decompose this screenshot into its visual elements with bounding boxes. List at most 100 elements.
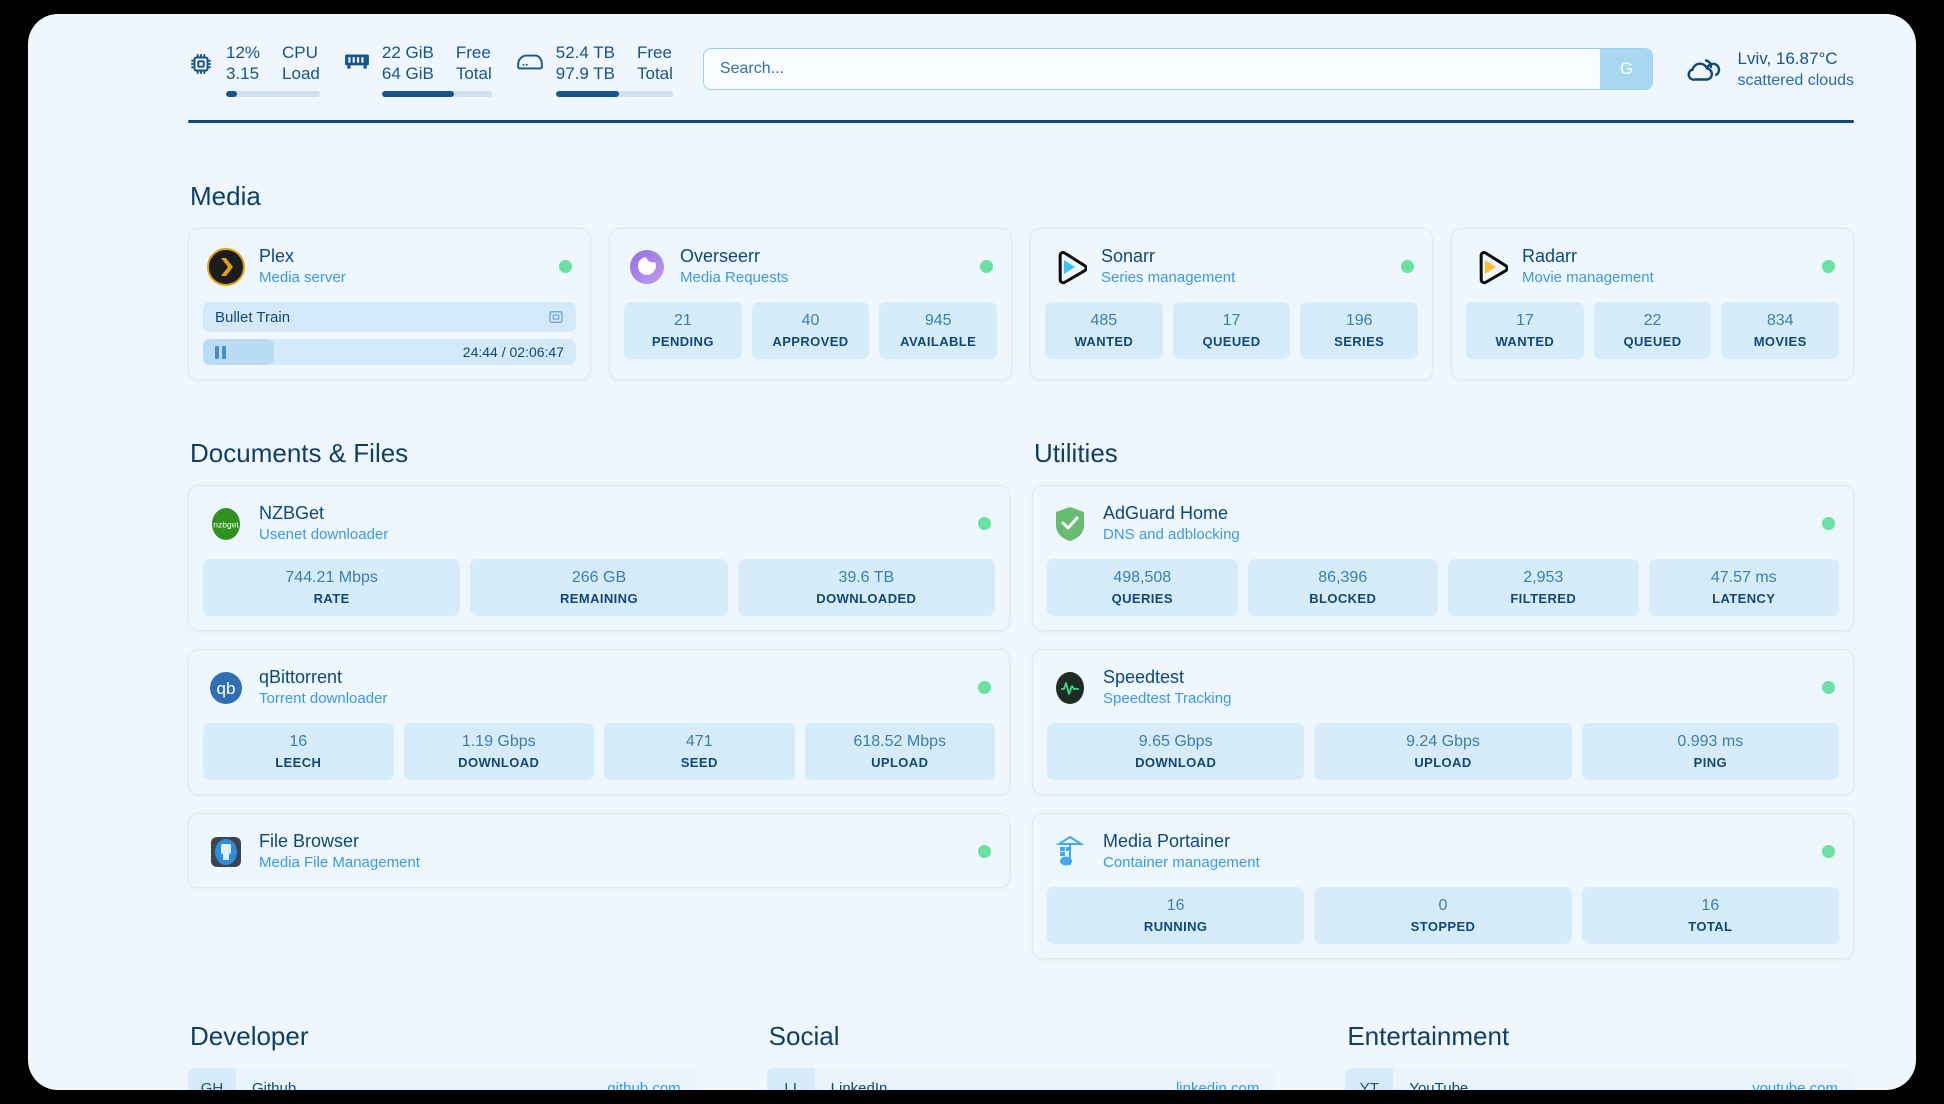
stat-item: 86,396 BLOCKED bbox=[1247, 559, 1438, 616]
service-name: File Browser bbox=[259, 831, 360, 851]
stat-value: 17 bbox=[1222, 312, 1241, 329]
service-card-qbittorrent[interactable]: qb qBittorrent Torrent downloader bbox=[188, 649, 1010, 795]
search-area: G bbox=[702, 48, 1654, 90]
stat-item: 17 WANTED bbox=[1466, 302, 1584, 359]
dashboard-header: 12% 3.15 CPU Load bbox=[28, 14, 1916, 97]
stat-value: 17 bbox=[1515, 312, 1534, 329]
service-name: NZBGet bbox=[259, 503, 325, 523]
qbittorrent-icon: qb bbox=[207, 669, 245, 707]
stat-label: RUNNING bbox=[1143, 919, 1208, 934]
bookmark-item[interactable]: LI LinkedIn linkedin.com bbox=[766, 1068, 1276, 1090]
stat-item: 16 RUNNING bbox=[1047, 887, 1305, 944]
service-card-radarr[interactable]: Radarr Movie management 17 WANTED 22 QUE… bbox=[1451, 228, 1854, 380]
stat-label: LEECH bbox=[275, 755, 322, 770]
bookmark-item[interactable]: GH Github github.com bbox=[188, 1068, 697, 1090]
stat-label: MOVIES bbox=[1753, 334, 1807, 349]
stat-value: 47.57 ms bbox=[1710, 569, 1777, 586]
stat-label: DOWNLOAD bbox=[458, 755, 540, 770]
stat-value: 39.6 TB bbox=[838, 569, 895, 586]
stat-value: 16 bbox=[1701, 897, 1720, 914]
bookmark-url: youtube.com bbox=[1752, 1079, 1838, 1091]
service-subtitle: DNS and adblocking bbox=[1103, 526, 1240, 543]
bookmark-item[interactable]: YT YouTube youtube.com bbox=[1345, 1068, 1854, 1090]
pause-icon[interactable] bbox=[215, 345, 226, 359]
service-subtitle: Media File Management bbox=[259, 854, 420, 871]
service-card-plex[interactable]: Plex Media server Bullet Train bbox=[188, 228, 591, 380]
stat-value: 9.65 Gbps bbox=[1138, 733, 1213, 750]
service-subtitle: Usenet downloader bbox=[259, 526, 389, 543]
stat-value: 86,396 bbox=[1318, 569, 1368, 586]
bookmark-name: YouTube bbox=[1409, 1079, 1469, 1091]
stat-label: DOWNLOAD bbox=[1135, 755, 1217, 770]
disk-label-2: Total bbox=[637, 63, 673, 83]
service-subtitle: Series management bbox=[1101, 269, 1236, 286]
stat-label: TOTAL bbox=[1688, 919, 1733, 934]
service-card-overseerr[interactable]: Overseerr Media Requests 21 PENDING 40 A… bbox=[609, 228, 1012, 380]
stat-label: QUEUED bbox=[1202, 334, 1261, 349]
search-box[interactable]: G bbox=[702, 48, 1654, 90]
stat-item: 17 QUEUED bbox=[1172, 302, 1291, 359]
memory-label-2: Total bbox=[455, 63, 492, 83]
cpu-label-2: Load bbox=[282, 63, 320, 83]
service-card-media-portainer[interactable]: Media Portainer Container management 16 … bbox=[1032, 813, 1854, 959]
duration-time: 02:06:47 bbox=[509, 344, 565, 360]
service-subtitle: Media server bbox=[259, 269, 346, 286]
stat-value: 16 bbox=[289, 733, 308, 750]
stat-value: 485 bbox=[1090, 312, 1118, 329]
service-name: Media Portainer bbox=[1103, 831, 1231, 851]
disk-free-value: 52.4 TB bbox=[555, 42, 615, 62]
section-title-media: Media bbox=[190, 181, 261, 211]
stat-item: 39.6 TB DOWNLOADED bbox=[737, 559, 995, 616]
stat-value: 40 bbox=[801, 312, 820, 329]
search-input[interactable] bbox=[703, 60, 1601, 78]
service-card-speedtest[interactable]: Speedtest Speedtest Tracking 9.65 Gbps D… bbox=[1032, 649, 1854, 795]
stat-value: 16 bbox=[1166, 897, 1185, 914]
weather-location-temp: Lviv, 16.87°C bbox=[1737, 48, 1838, 68]
disk-widget: 52.4 TB 97.9 TB Free Total bbox=[516, 42, 673, 97]
svg-text:nzbget: nzbget bbox=[213, 519, 239, 529]
stat-value: 834 bbox=[1766, 312, 1794, 329]
stat-label: UPLOAD bbox=[871, 755, 929, 770]
stat-value: 1.19 Gbps bbox=[461, 733, 536, 750]
speedtest-icon bbox=[1051, 669, 1089, 707]
cast-icon[interactable] bbox=[548, 309, 564, 325]
stat-value: 498,508 bbox=[1113, 569, 1172, 586]
utilities-cards: AdGuard Home DNS and adblocking 498,508 … bbox=[1032, 485, 1854, 959]
bookmark-url: github.com bbox=[607, 1079, 681, 1091]
status-indicator-online bbox=[980, 260, 993, 273]
stat-label: FILTERED bbox=[1510, 591, 1577, 606]
stat-item: 266 GB REMAINING bbox=[470, 559, 728, 616]
section-title-utilities: Utilities bbox=[1034, 438, 1118, 468]
bookmark-group-developer: Developer GH Github github.com SO StackO… bbox=[188, 1001, 697, 1090]
stat-label: DOWNLOADED bbox=[816, 591, 917, 606]
sonarr-icon bbox=[1049, 248, 1087, 286]
stat-value: 744.21 Mbps bbox=[285, 569, 378, 586]
service-card-adguard-home[interactable]: AdGuard Home DNS and adblocking 498,508 … bbox=[1032, 485, 1854, 631]
stat-item: 0 STOPPED bbox=[1314, 887, 1572, 944]
stat-value: 196 bbox=[1345, 312, 1373, 329]
elapsed-time: 24:44 bbox=[462, 344, 498, 360]
memory-free-value: 22 GiB bbox=[381, 42, 434, 62]
overseerr-icon bbox=[628, 248, 666, 286]
service-card-nzbget[interactable]: nzbget NZBGet Usenet downloader 74 bbox=[188, 485, 1010, 631]
cpu-loadavg-value: 3.15 bbox=[226, 63, 260, 83]
dashboard-page: 12% 3.15 CPU Load bbox=[28, 14, 1916, 1090]
disk-icon bbox=[516, 42, 544, 73]
stat-item: 16 LEECH bbox=[203, 723, 394, 780]
service-stats: 485 WANTED 17 QUEUED 196 SERIES bbox=[1045, 302, 1419, 359]
status-indicator-online bbox=[978, 517, 991, 530]
stat-label: BLOCKED bbox=[1309, 591, 1377, 606]
now-playing-progress[interactable]: 24:44 / 02:06:47 bbox=[203, 339, 576, 365]
bookmarks-grid: Developer GH Github github.com SO StackO… bbox=[188, 1001, 1854, 1090]
status-indicator-online bbox=[559, 260, 572, 273]
bookmark-group-entertainment: Entertainment YT YouTube youtube.com NF … bbox=[1345, 1001, 1854, 1090]
search-provider-button[interactable]: G bbox=[1600, 49, 1653, 89]
stat-label: LATENCY bbox=[1712, 591, 1776, 606]
status-indicator-online bbox=[1822, 681, 1835, 694]
system-widgets: 12% 3.15 CPU Load bbox=[188, 42, 673, 97]
service-subtitle: Torrent downloader bbox=[259, 690, 388, 707]
media-cards: Plex Media server Bullet Train bbox=[188, 228, 1854, 380]
stat-item: 0.993 ms PING bbox=[1581, 723, 1839, 780]
service-card-file-browser[interactable]: File Browser Media File Management bbox=[188, 813, 1010, 888]
service-card-sonarr[interactable]: Sonarr Series management 485 WANTED 17 Q… bbox=[1030, 228, 1433, 380]
